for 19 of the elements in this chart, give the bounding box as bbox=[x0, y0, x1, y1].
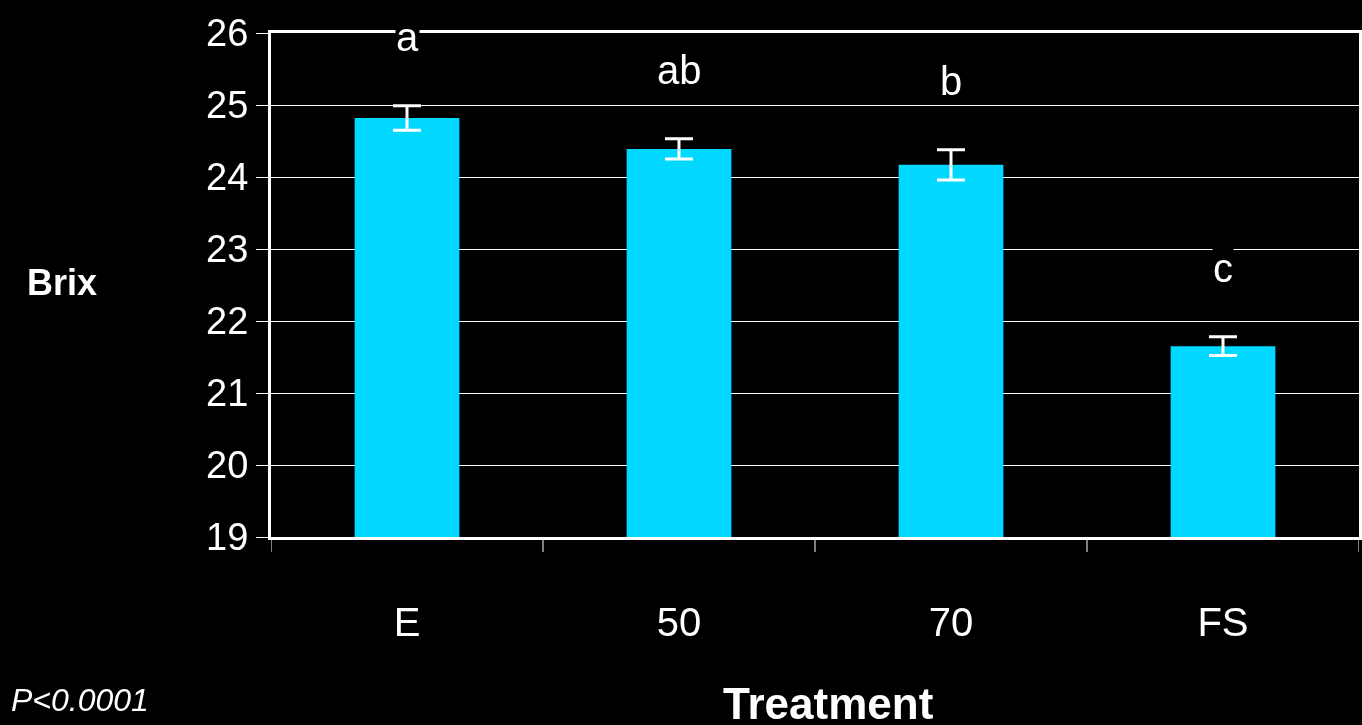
y-tick-label: 24 bbox=[206, 156, 249, 199]
text: P<0.0001 bbox=[11, 682, 149, 718]
annotation: b bbox=[940, 59, 963, 103]
y-tick-label: 25 bbox=[206, 84, 249, 127]
x-tick-label: 70 bbox=[928, 600, 974, 644]
y-tick-label: 20 bbox=[206, 444, 249, 487]
x-tick-label: FS bbox=[1197, 600, 1249, 644]
x-tick-label: 50 bbox=[656, 600, 702, 644]
x-tick-label: E bbox=[393, 600, 421, 644]
y-tick-label: 19 bbox=[206, 516, 249, 559]
y-tick-label: 26 bbox=[206, 12, 249, 55]
y-tick-label: 23 bbox=[206, 228, 249, 271]
annotation: a bbox=[396, 15, 419, 59]
annotation: ab bbox=[657, 48, 702, 92]
annotation: c bbox=[1213, 246, 1233, 290]
y-tick-label: 22 bbox=[206, 300, 249, 343]
y-axis-title: Brix bbox=[27, 262, 98, 303]
x-axis-title: Treatment bbox=[723, 679, 934, 725]
y-tick-label: 21 bbox=[206, 372, 249, 415]
